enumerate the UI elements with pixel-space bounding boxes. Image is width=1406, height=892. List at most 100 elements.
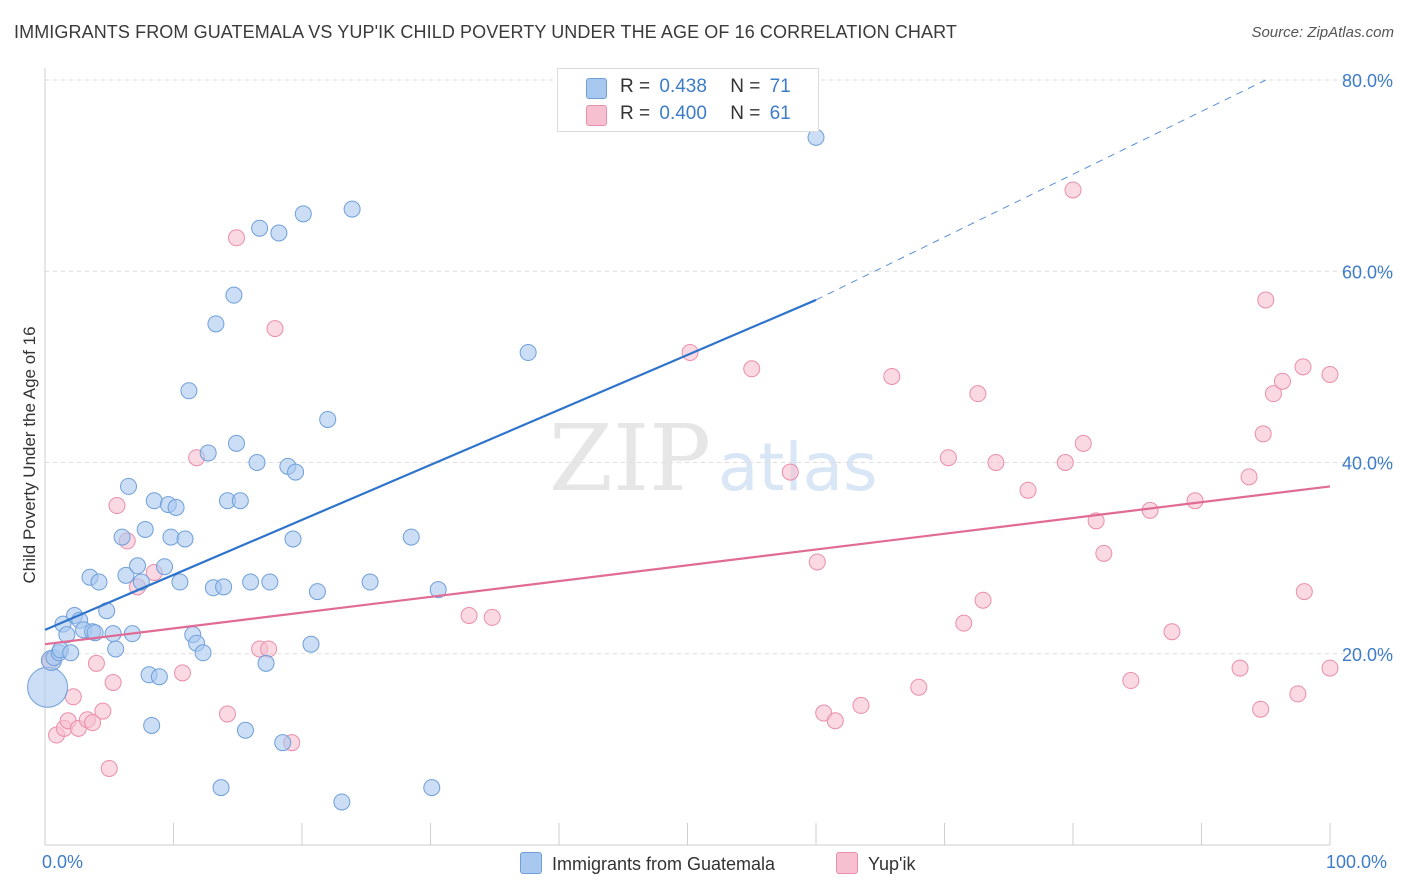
legend-n-label: N = (730, 103, 761, 124)
guatemala-point (333, 793, 351, 811)
yupik-point (260, 640, 278, 658)
yupik-point (1186, 492, 1204, 510)
guatemala-point (62, 644, 80, 662)
yupik-point (1294, 358, 1312, 376)
guatemala-point (242, 573, 260, 591)
yupik-point (1295, 583, 1313, 601)
guatemala-point (113, 528, 131, 546)
guatemala-point (270, 224, 288, 242)
yupik-point (94, 702, 112, 720)
legend-swatch-blue (586, 78, 607, 99)
yupik-point (1321, 659, 1339, 677)
guatemala-point (107, 640, 125, 658)
x-tick-min: 0.0% (42, 852, 84, 872)
yupik-point (743, 360, 761, 378)
trend-lines (44, 79, 1331, 646)
yupik-point (974, 591, 992, 609)
yupik-point (826, 712, 844, 730)
guatemala-point (261, 573, 279, 591)
yupik-point (883, 367, 901, 385)
guatemala-point (343, 200, 361, 218)
yupik-point (266, 320, 284, 338)
guatemala-point (361, 573, 379, 591)
guatemala-point (212, 779, 230, 797)
yupik-point (1321, 366, 1339, 384)
guatemala-point (227, 434, 245, 452)
guatemala-point (423, 779, 441, 797)
watermark-atlas: atlas (718, 429, 878, 506)
legend-n-value: 61 (769, 103, 791, 124)
yupik-point (987, 454, 1005, 471)
guatemala-point (284, 530, 302, 548)
guatemala-point (120, 477, 138, 495)
guatemala-point (308, 583, 326, 601)
guatemala-point (199, 444, 217, 462)
yupik-point (104, 673, 122, 691)
legend-r-value: 0.400 (659, 103, 707, 124)
legend-r-label: R = (620, 76, 651, 97)
guatemala-point (117, 566, 135, 584)
source-label: Source: ZipAtlas.com (1251, 24, 1394, 41)
yupik-point (1064, 181, 1082, 199)
guatemala-point (90, 573, 108, 591)
yupik-point (1240, 468, 1258, 486)
guatemala-point (402, 528, 420, 546)
yupik-point (1257, 291, 1275, 309)
y-tick-label: 80.0% (1342, 71, 1393, 91)
guatemala-point (150, 668, 168, 686)
guatemala-point (294, 205, 312, 223)
legend-n-value: 71 (769, 76, 791, 97)
guatemala-point (145, 492, 163, 510)
bottom-legend-label: Immigrants from Guatemala (552, 854, 776, 874)
guatemala-point (225, 286, 243, 304)
yupik-point (1087, 512, 1105, 530)
axes (44, 68, 1331, 846)
guatemala-point (231, 492, 249, 510)
yupik-point (173, 664, 191, 682)
yupik-point (1056, 454, 1074, 471)
yupik-point (108, 497, 126, 515)
guatemala-point (251, 219, 269, 237)
y-tick-label: 20.0% (1342, 645, 1393, 665)
guatemala-point (58, 626, 76, 644)
guatemala-point (274, 734, 292, 752)
guatemala-point (429, 581, 447, 599)
guatemala-point (519, 344, 537, 362)
yupik-point (100, 760, 118, 777)
yupik-point (955, 614, 973, 632)
yupik-point (87, 654, 105, 672)
watermark: ZIP atlas (549, 405, 878, 512)
guatemala-point (27, 666, 69, 708)
yupik-point (969, 385, 987, 403)
guatemala-point (129, 557, 147, 575)
bottom-legend-swatch-blue (520, 852, 542, 874)
y-tick-label: 40.0% (1342, 454, 1393, 474)
guatemala-point (180, 382, 198, 400)
chart-title: IMMIGRANTS FROM GUATEMALA VS YUP'IK CHIL… (14, 22, 957, 42)
guatemala-point (176, 530, 194, 548)
guatemala-trend-extension (815, 79, 1266, 301)
yupik-point (910, 678, 928, 696)
guatemala-point (136, 520, 154, 538)
guatemala-point (194, 644, 212, 662)
yupik-point (483, 608, 501, 626)
legend-r-value: 0.438 (659, 76, 707, 97)
guatemala-point (236, 721, 254, 739)
bottom-legend-swatch-pink (836, 852, 858, 874)
bottom-legend-label: Yup'ik (868, 854, 916, 874)
y-tick-label: 60.0% (1342, 262, 1393, 282)
yupik-point (1074, 434, 1092, 452)
guatemala-point (257, 654, 275, 672)
yupik-point (781, 463, 799, 481)
yupik-point (1163, 623, 1181, 641)
guatemala-trend-line (44, 298, 817, 631)
y-tick-labels: 20.0% 40.0% 60.0% 80.0% (1342, 71, 1393, 665)
watermark-zip: ZIP (549, 405, 711, 512)
legend-n-label: N = (730, 76, 761, 97)
yupik-point (939, 449, 957, 467)
guatemala-point (162, 528, 180, 546)
guatemala-point (104, 625, 122, 643)
legend-swatch-pink (586, 105, 607, 126)
yupik-point (1095, 544, 1113, 562)
stats-legend: R = 0.438 N = 71 R = 0.400 N = 61 (557, 68, 819, 132)
